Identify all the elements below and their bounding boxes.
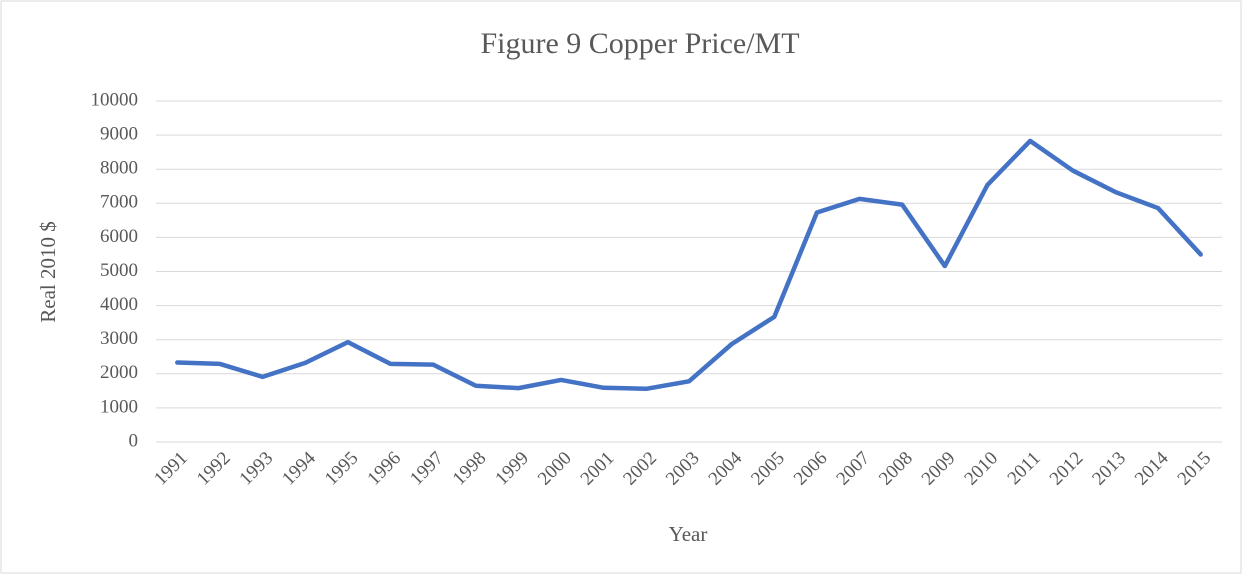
y-tick-label: 8000: [100, 158, 138, 179]
chart-title: Figure 9 Copper Price/MT: [480, 27, 799, 60]
y-tick-label: 3000: [100, 328, 138, 349]
y-tick-label: 2000: [100, 362, 138, 383]
y-tick-label: 9000: [100, 123, 138, 144]
line-series: [175, 138, 1203, 392]
y-tick-label: 7000: [100, 192, 138, 213]
y-tick-label: 1000: [100, 396, 138, 417]
y-tick-label: 6000: [100, 226, 138, 247]
y-tick-label: 10000: [91, 89, 139, 110]
y-axis-title: Real 2010 $: [36, 221, 60, 322]
y-tick-label: 5000: [100, 260, 138, 281]
x-axis-title: Year: [669, 522, 708, 546]
y-tick-label: 4000: [100, 294, 138, 315]
y-tick-label: 0: [129, 430, 139, 451]
